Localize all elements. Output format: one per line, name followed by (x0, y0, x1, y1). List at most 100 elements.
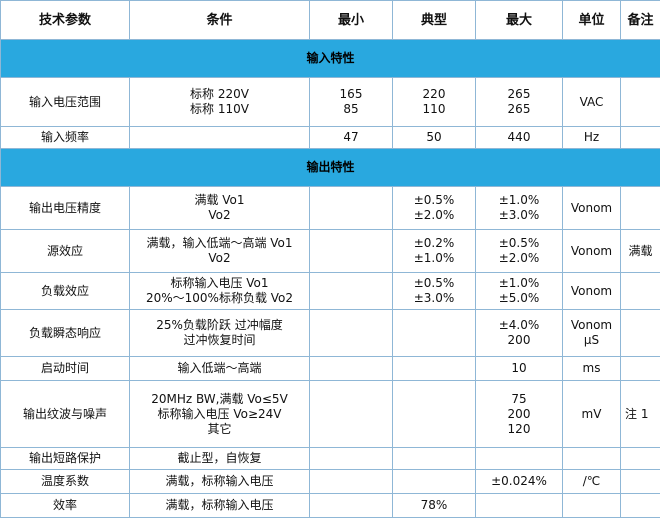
cell-min (310, 310, 393, 357)
section-title-output: 输出特性 (1, 149, 660, 187)
cell-max: ±4.0% 200 (476, 310, 563, 357)
cell-condition (130, 127, 310, 149)
header-min: 最小 (310, 1, 393, 40)
cell-note (621, 448, 660, 470)
header-typ: 典型 (393, 1, 476, 40)
cell-min (310, 470, 393, 494)
cell-typ (393, 357, 476, 381)
cell-min (310, 448, 393, 470)
table-row: 源效应 满载，输入低端～高端 Vo1 Vo2 ±0.2% ±1.0% ±0.5%… (1, 230, 660, 273)
cell-unit (563, 448, 621, 470)
table-row: 负载瞬态响应 25%负载阶跃 过冲幅度 过冲恢复时间 ±4.0% 200 Von… (1, 310, 660, 357)
cell-note (621, 310, 660, 357)
cell-typ: 220 110 (393, 78, 476, 127)
cell-param: 输出纹波与噪声 (1, 381, 130, 448)
cell-min (310, 357, 393, 381)
table-row: 输入频率 47 50 440 Hz (1, 127, 660, 149)
cell-min (310, 187, 393, 230)
cell-min: 47 (310, 127, 393, 149)
cell-unit: ms (563, 357, 621, 381)
cell-min: 165 85 (310, 78, 393, 127)
cell-condition: 标称 220V 标称 110V (130, 78, 310, 127)
cell-note (621, 470, 660, 494)
cell-param: 输入电压范围 (1, 78, 130, 127)
cell-max: ±0.024% (476, 470, 563, 494)
table-row: 启动时间 输入低端～高端 10 ms (1, 357, 660, 381)
table-row: 输出电压精度 满载 Vo1 Vo2 ±0.5% ±2.0% ±1.0% ±3.0… (1, 187, 660, 230)
section-row-input: 输入特性 (1, 40, 660, 78)
cell-max: ±1.0% ±5.0% (476, 273, 563, 310)
cell-param: 负载瞬态响应 (1, 310, 130, 357)
cell-max (476, 494, 563, 518)
cell-note (621, 273, 660, 310)
cell-param: 源效应 (1, 230, 130, 273)
cell-note (621, 127, 660, 149)
cell-unit: Hz (563, 127, 621, 149)
cell-param: 温度系数 (1, 470, 130, 494)
cell-unit: VAC (563, 78, 621, 127)
cell-note (621, 494, 660, 518)
cell-max: 265 265 (476, 78, 563, 127)
table-row: 输入电压范围 标称 220V 标称 110V 165 85 220 110 26… (1, 78, 660, 127)
cell-max: 75 200 120 (476, 381, 563, 448)
cell-condition: 满载，标称输入电压 (130, 470, 310, 494)
cell-typ: ±0.5% ±2.0% (393, 187, 476, 230)
cell-param: 效率 (1, 494, 130, 518)
cell-max: 10 (476, 357, 563, 381)
table-row: 温度系数 满载，标称输入电压 ±0.024% /℃ (1, 470, 660, 494)
cell-unit: Vonom (563, 230, 621, 273)
cell-condition: 标称输入电压 Vo1 20%～100%标称负载 Vo2 (130, 273, 310, 310)
cell-typ (393, 310, 476, 357)
table-row: 输出短路保护 截止型，自恢复 (1, 448, 660, 470)
cell-min (310, 273, 393, 310)
cell-param: 负载效应 (1, 273, 130, 310)
cell-condition: 满载 Vo1 Vo2 (130, 187, 310, 230)
cell-condition: 截止型，自恢复 (130, 448, 310, 470)
header-condition: 条件 (130, 1, 310, 40)
cell-max: ±1.0% ±3.0% (476, 187, 563, 230)
cell-unit: Vonom μS (563, 310, 621, 357)
cell-typ (393, 448, 476, 470)
cell-unit: Vonom (563, 187, 621, 230)
header-row: 技术参数 条件 最小 典型 最大 单位 备注 (1, 1, 660, 40)
table-row: 效率 满载，标称输入电压 78% (1, 494, 660, 518)
cell-unit: mV (563, 381, 621, 448)
cell-note (621, 187, 660, 230)
cell-max (476, 448, 563, 470)
table-row: 输出纹波与噪声 20MHz BW,满载 Vo≤5V 标称输入电压 Vo≥24V … (1, 381, 660, 448)
cell-min (310, 230, 393, 273)
cell-typ: ±0.5% ±3.0% (393, 273, 476, 310)
cell-condition: 20MHz BW,满载 Vo≤5V 标称输入电压 Vo≥24V 其它 (130, 381, 310, 448)
cell-condition: 满载，输入低端～高端 Vo1 Vo2 (130, 230, 310, 273)
cell-condition: 25%负载阶跃 过冲幅度 过冲恢复时间 (130, 310, 310, 357)
cell-unit: Vonom (563, 273, 621, 310)
cell-unit: /℃ (563, 470, 621, 494)
cell-condition: 输入低端～高端 (130, 357, 310, 381)
cell-typ: 78% (393, 494, 476, 518)
cell-param: 输出短路保护 (1, 448, 130, 470)
cell-unit (563, 494, 621, 518)
cell-typ: ±0.2% ±1.0% (393, 230, 476, 273)
header-param: 技术参数 (1, 1, 130, 40)
cell-param: 输入频率 (1, 127, 130, 149)
table-row: 负载效应 标称输入电压 Vo1 20%～100%标称负载 Vo2 ±0.5% ±… (1, 273, 660, 310)
header-unit: 单位 (563, 1, 621, 40)
header-note: 备注 (621, 1, 660, 40)
cell-note: 注 1 (621, 381, 660, 448)
cell-typ (393, 470, 476, 494)
cell-typ: 50 (393, 127, 476, 149)
cell-note (621, 357, 660, 381)
cell-condition: 满载，标称输入电压 (130, 494, 310, 518)
section-row-output: 输出特性 (1, 149, 660, 187)
cell-note (621, 78, 660, 127)
cell-min (310, 494, 393, 518)
header-max: 最大 (476, 1, 563, 40)
cell-typ (393, 381, 476, 448)
cell-param: 启动时间 (1, 357, 130, 381)
cell-min (310, 381, 393, 448)
cell-max: 440 (476, 127, 563, 149)
cell-note: 满载 (621, 230, 660, 273)
cell-param: 输出电压精度 (1, 187, 130, 230)
section-title-input: 输入特性 (1, 40, 660, 78)
